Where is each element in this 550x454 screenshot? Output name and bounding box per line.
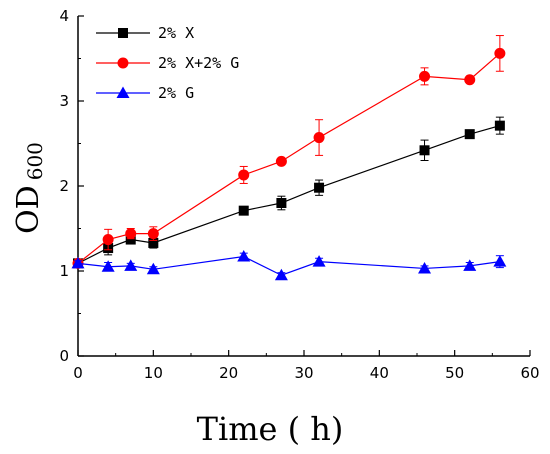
legend-label-0: 2% X (158, 24, 194, 42)
series-layer (71, 35, 507, 281)
series-2 (71, 250, 507, 281)
y-tick-label-1: 1 (59, 262, 69, 280)
series-line-1 (77, 52, 501, 264)
data-point (275, 155, 287, 167)
x-tick-label-10: 10 (144, 364, 163, 382)
legend-marker-1 (117, 57, 129, 69)
y-tick-label-4: 4 (59, 7, 69, 25)
y-axis-title-main: OD (11, 185, 46, 234)
data-point (71, 256, 85, 269)
series-1 (72, 35, 506, 269)
data-point (146, 262, 160, 275)
data-point (238, 169, 250, 181)
x-axis-title: Time ( h) (197, 410, 344, 448)
series-0 (73, 116, 505, 269)
x-tick-label-60: 60 (520, 364, 539, 382)
data-point (276, 198, 287, 208)
data-point (494, 120, 505, 131)
x-tick-label-40: 40 (370, 364, 389, 382)
data-point (419, 70, 431, 82)
data-point (101, 260, 115, 272)
legend-marker-2 (116, 86, 130, 98)
y-tick-label-3: 3 (59, 92, 69, 110)
x-tick-label-0: 0 (73, 364, 83, 382)
data-point (494, 47, 506, 59)
series-line-0 (77, 125, 501, 264)
data-point (148, 237, 159, 248)
data-point (237, 250, 251, 262)
legend-label-2: 2% G (158, 84, 194, 102)
data-point (463, 259, 477, 271)
data-point (125, 228, 137, 240)
legend: 2% X 2% X+2% G 2% G (96, 24, 239, 102)
series-line-2 (77, 255, 500, 276)
data-point (238, 205, 249, 216)
data-point (124, 259, 138, 271)
data-point (274, 268, 288, 281)
legend-label-1: 2% X+2% G (158, 54, 239, 72)
data-point (419, 145, 430, 156)
data-point (464, 74, 476, 86)
data-point (102, 234, 114, 246)
x-tick-label-20: 20 (219, 364, 238, 382)
data-point (314, 182, 325, 193)
x-tick-label-50: 50 (445, 364, 464, 382)
data-point (493, 255, 507, 267)
data-point (464, 129, 475, 140)
y-tick-label-2: 2 (59, 177, 69, 195)
y-axis-title: OD 600 (11, 142, 47, 234)
y-axis-title-subscript: 600 (23, 142, 47, 180)
y-tick-label-0: 0 (59, 347, 69, 365)
data-point (147, 228, 159, 240)
x-tick-label-30: 30 (294, 364, 313, 382)
data-point (312, 255, 326, 267)
data-point (125, 234, 136, 245)
data-point (313, 132, 325, 144)
legend-marker-0 (118, 28, 128, 38)
data-point (418, 261, 432, 274)
axes: 0 10 20 30 40 50 60 0 1 2 3 4 (59, 7, 539, 382)
